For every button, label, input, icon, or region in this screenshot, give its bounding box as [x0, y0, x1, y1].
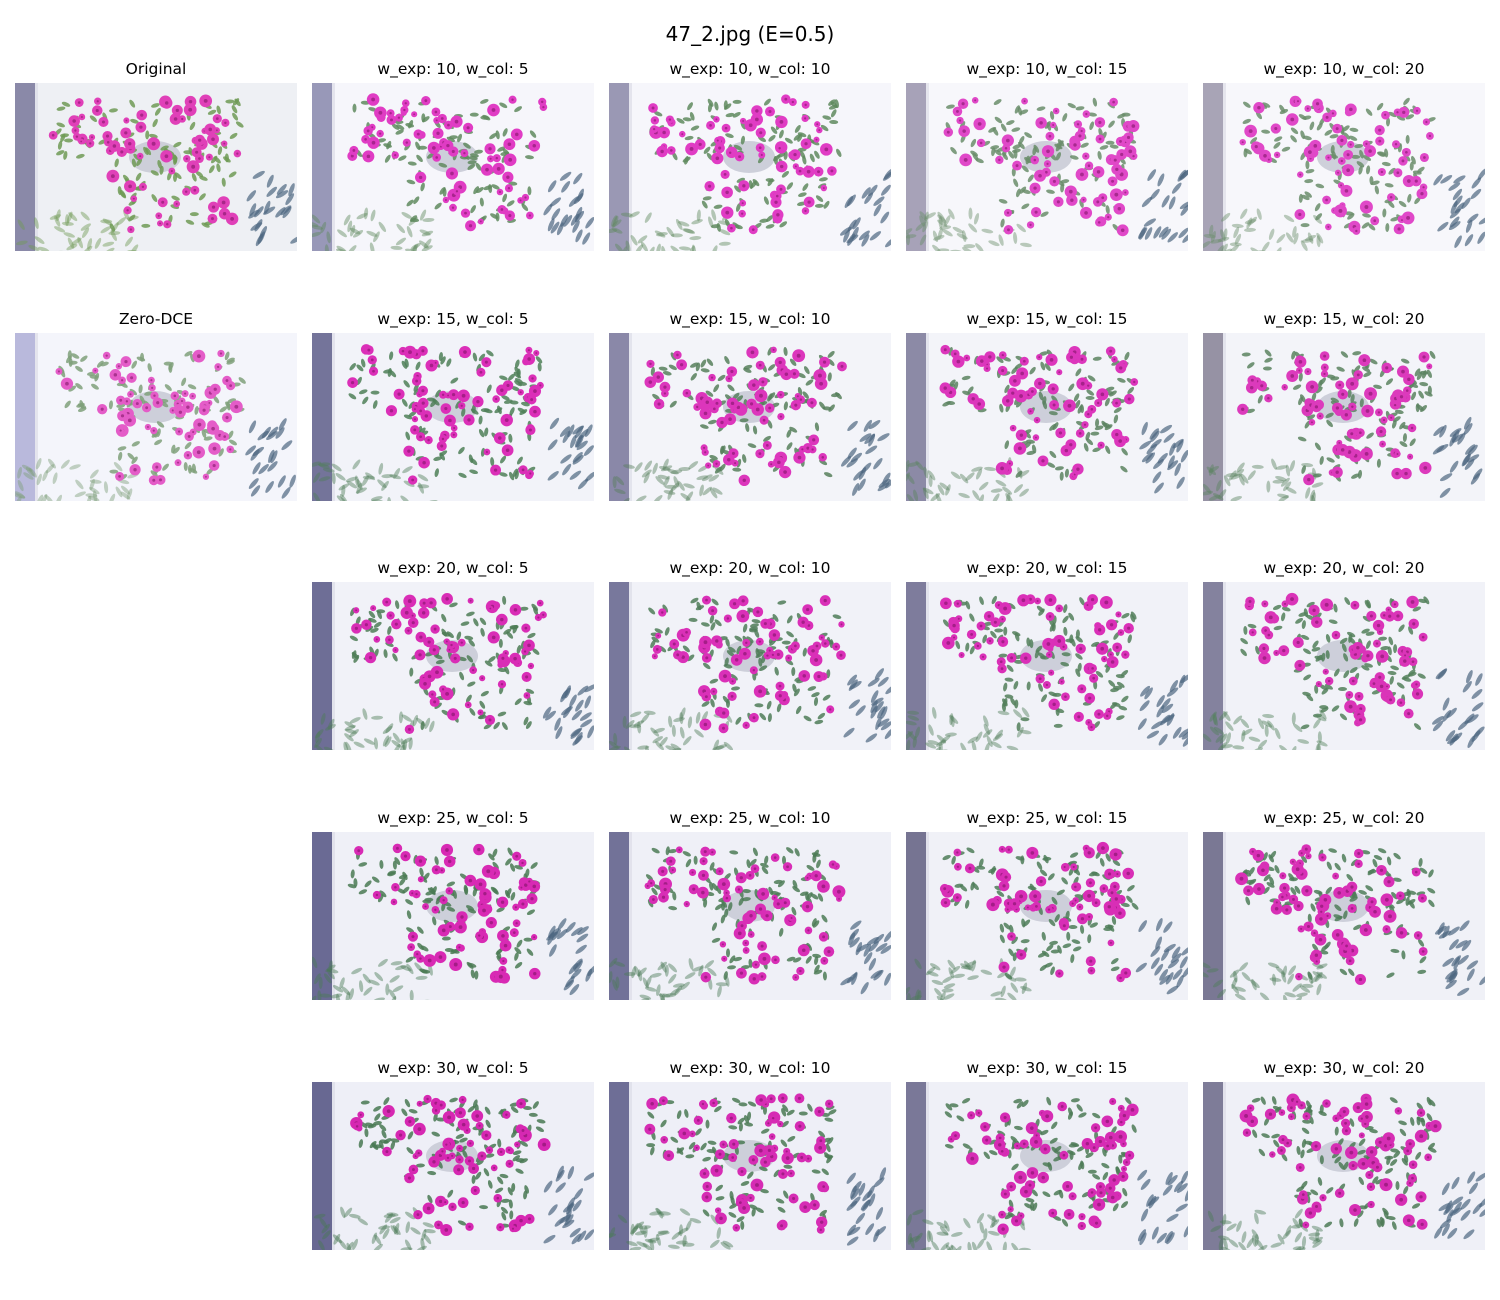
panel-grid: w_exp: 25, w_col: 20 — [1203, 807, 1485, 1000]
panel-title: w_exp: 10, w_col: 15 — [966, 60, 1128, 78]
panel-title: w_exp: 30, w_col: 20 — [1263, 1059, 1425, 1077]
panel-grid: w_exp: 20, w_col: 15 — [906, 557, 1188, 750]
panel-zero-dce: Zero-DCE — [15, 308, 297, 501]
photo-canvas — [1203, 1082, 1485, 1250]
photo-canvas — [15, 83, 297, 251]
panel-title: w_exp: 25, w_col: 5 — [377, 809, 529, 827]
panel-title: w_exp: 20, w_col: 20 — [1263, 559, 1425, 577]
photo-canvas — [906, 582, 1188, 750]
flower-image — [312, 1082, 594, 1250]
photo-canvas — [15, 333, 297, 501]
flower-image — [1203, 582, 1485, 750]
panel-title: w_exp: 15, w_col: 5 — [377, 310, 529, 328]
panel-grid: w_exp: 10, w_col: 20 — [1203, 58, 1485, 251]
photo-canvas — [906, 83, 1188, 251]
panel-title: w_exp: 20, w_col: 5 — [377, 559, 529, 577]
panel-grid: w_exp: 15, w_col: 5 — [312, 308, 594, 501]
panel-grid: w_exp: 30, w_col: 10 — [609, 1057, 891, 1250]
flower-image — [609, 1082, 891, 1250]
panel-title: w_exp: 25, w_col: 20 — [1263, 809, 1425, 827]
panel-title: w_exp: 30, w_col: 5 — [377, 1059, 529, 1077]
photo-canvas — [1203, 832, 1485, 1000]
panel-title: w_exp: 20, w_col: 10 — [669, 559, 831, 577]
flower-image — [906, 582, 1188, 750]
flower-image — [609, 83, 891, 251]
photo-canvas — [906, 1082, 1188, 1250]
flower-image — [1203, 83, 1485, 251]
panel-title: w_exp: 20, w_col: 15 — [966, 559, 1128, 577]
panel-title: w_exp: 10, w_col: 10 — [669, 60, 831, 78]
panel-title: w_exp: 15, w_col: 15 — [966, 310, 1128, 328]
panel-title: w_exp: 10, w_col: 20 — [1263, 60, 1425, 78]
panel-grid: w_exp: 15, w_col: 10 — [609, 308, 891, 501]
panel-title: w_exp: 15, w_col: 10 — [669, 310, 831, 328]
photo-canvas — [312, 1082, 594, 1250]
flower-image — [312, 333, 594, 501]
flower-image — [906, 832, 1188, 1000]
photo-canvas — [609, 832, 891, 1000]
flower-image — [15, 83, 297, 251]
photo-canvas — [609, 1082, 891, 1250]
photo-canvas — [609, 582, 891, 750]
flower-image — [1203, 333, 1485, 501]
flower-image — [906, 333, 1188, 501]
panel-title: w_exp: 25, w_col: 10 — [669, 809, 831, 827]
panel-grid: w_exp: 25, w_col: 5 — [312, 807, 594, 1000]
photo-canvas — [609, 333, 891, 501]
photo-canvas — [1203, 83, 1485, 251]
flower-image — [312, 582, 594, 750]
photo-canvas — [312, 582, 594, 750]
flower-image — [906, 83, 1188, 251]
photo-canvas — [312, 333, 594, 501]
flower-image — [906, 1082, 1188, 1250]
panel-grid: w_exp: 20, w_col: 20 — [1203, 557, 1485, 750]
photo-canvas — [906, 832, 1188, 1000]
panel-title: w_exp: 25, w_col: 15 — [966, 809, 1128, 827]
panel-grid: w_exp: 25, w_col: 10 — [609, 807, 891, 1000]
photo-canvas — [1203, 333, 1485, 501]
flower-image — [609, 582, 891, 750]
photo-canvas — [609, 83, 891, 251]
panel-grid: w_exp: 10, w_col: 10 — [609, 58, 891, 251]
panel-grid: w_exp: 30, w_col: 5 — [312, 1057, 594, 1250]
panel-grid: w_exp: 20, w_col: 10 — [609, 557, 891, 750]
photo-canvas — [1203, 582, 1485, 750]
flower-image — [312, 832, 594, 1000]
panel-original: Original — [15, 58, 297, 251]
panel-grid: w_exp: 30, w_col: 20 — [1203, 1057, 1485, 1250]
panel-title: Original — [125, 60, 187, 78]
panel-title: w_exp: 10, w_col: 5 — [377, 60, 529, 78]
panel-title: Zero-DCE — [118, 310, 194, 328]
panel-title: w_exp: 15, w_col: 20 — [1263, 310, 1425, 328]
panel-grid: w_exp: 25, w_col: 15 — [906, 807, 1188, 1000]
flower-image — [1203, 832, 1485, 1000]
panel-title: w_exp: 30, w_col: 10 — [669, 1059, 831, 1077]
flower-image — [609, 832, 891, 1000]
flower-image — [15, 333, 297, 501]
panel-grid: w_exp: 10, w_col: 5 — [312, 58, 594, 251]
flower-image — [312, 83, 594, 251]
flower-image — [609, 333, 891, 501]
photo-canvas — [312, 832, 594, 1000]
panel-grid: w_exp: 30, w_col: 15 — [906, 1057, 1188, 1250]
photo-canvas — [906, 333, 1188, 501]
panel-title: w_exp: 30, w_col: 15 — [966, 1059, 1128, 1077]
panel-grid: w_exp: 20, w_col: 5 — [312, 557, 594, 750]
figure-title: 47_2.jpg (E=0.5) — [665, 22, 835, 46]
panel-grid: w_exp: 15, w_col: 15 — [906, 308, 1188, 501]
flower-image — [1203, 1082, 1485, 1250]
photo-canvas — [312, 83, 594, 251]
panel-grid: w_exp: 10, w_col: 15 — [906, 58, 1188, 251]
panel-grid: w_exp: 15, w_col: 20 — [1203, 308, 1485, 501]
